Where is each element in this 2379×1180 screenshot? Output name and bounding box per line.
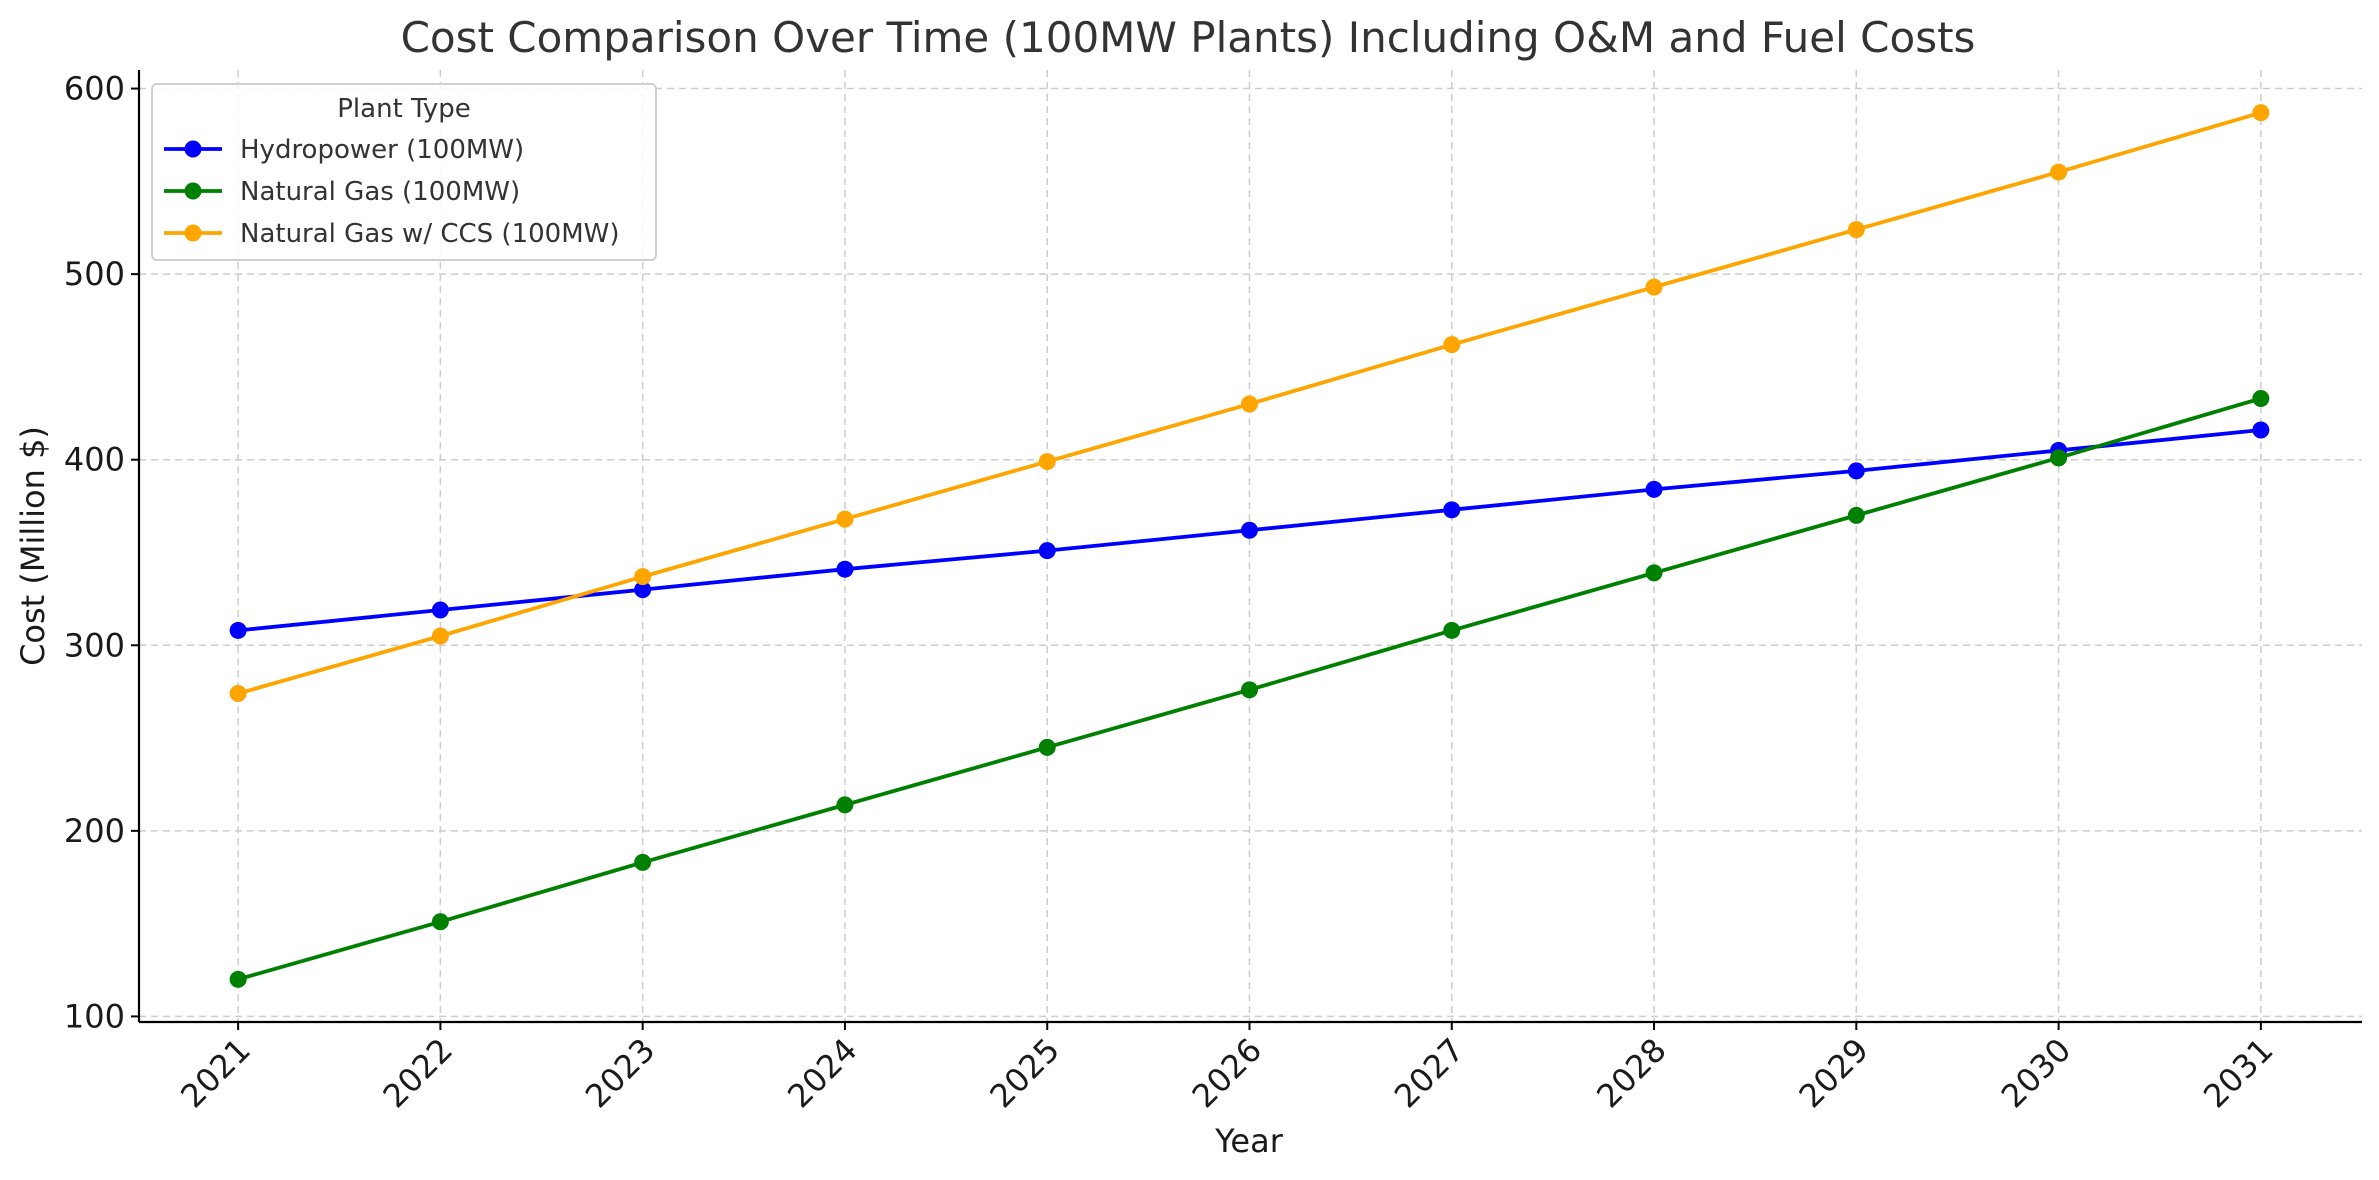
data-point bbox=[2252, 389, 2270, 407]
x-tick-label: 2031 bbox=[2196, 1031, 2280, 1115]
data-point bbox=[1240, 681, 1258, 699]
x-tick-label: 2024 bbox=[780, 1031, 864, 1115]
data-point bbox=[1645, 278, 1663, 296]
data-point bbox=[1847, 506, 1865, 524]
y-tick-label: 600 bbox=[64, 70, 125, 108]
legend-label: Hydropower (100MW) bbox=[240, 135, 524, 165]
data-point bbox=[836, 560, 854, 578]
data-point bbox=[1240, 395, 1258, 413]
legend-marker bbox=[184, 140, 202, 158]
axes bbox=[137, 70, 2362, 1024]
data-point bbox=[1645, 564, 1663, 582]
data-point bbox=[1443, 621, 1461, 639]
data-point bbox=[229, 685, 247, 703]
x-tick-label: 2027 bbox=[1387, 1031, 1471, 1115]
data-point bbox=[634, 853, 652, 871]
data-point bbox=[634, 581, 652, 599]
data-point bbox=[431, 627, 449, 645]
x-tick-label: 2021 bbox=[173, 1031, 257, 1115]
data-point bbox=[2252, 421, 2270, 439]
data-point bbox=[229, 621, 247, 639]
y-tick-label: 400 bbox=[64, 441, 125, 479]
y-axis-label: Cost (Million $) bbox=[14, 426, 52, 666]
legend-marker bbox=[184, 224, 202, 242]
data-point bbox=[1645, 480, 1663, 498]
data-point bbox=[1443, 336, 1461, 354]
chart-title: Cost Comparison Over Time (100MW Plants)… bbox=[401, 13, 1976, 62]
x-tick-label: 2030 bbox=[1994, 1031, 2078, 1115]
x-tick-label: 2026 bbox=[1185, 1031, 1269, 1115]
legend-label: Natural Gas w/ CCS (100MW) bbox=[240, 219, 619, 249]
data-point bbox=[431, 913, 449, 931]
data-point bbox=[1038, 453, 1056, 471]
y-tick-label: 200 bbox=[64, 812, 125, 850]
data-point bbox=[2050, 449, 2068, 467]
data-point bbox=[1240, 521, 1258, 539]
x-tick-label: 2022 bbox=[376, 1031, 460, 1115]
legend: Plant Type Hydropower (100MW) Natural Gas… bbox=[151, 83, 657, 261]
data-point bbox=[2050, 163, 2068, 181]
legend-box bbox=[151, 83, 657, 261]
data-point bbox=[1038, 542, 1056, 560]
x-tick-label: 2023 bbox=[578, 1031, 662, 1115]
data-point bbox=[431, 601, 449, 619]
series bbox=[229, 104, 2270, 988]
legend-title: Plant Type bbox=[337, 94, 471, 124]
data-point bbox=[1847, 221, 1865, 239]
data-point bbox=[836, 796, 854, 814]
y-tick-label: 500 bbox=[64, 255, 125, 293]
y-tick-label: 300 bbox=[64, 626, 125, 664]
y-tick-label: 100 bbox=[64, 997, 125, 1035]
data-point bbox=[2252, 104, 2270, 122]
data-point bbox=[836, 510, 854, 528]
data-point bbox=[229, 970, 247, 988]
x-tick-label: 2029 bbox=[1792, 1031, 1876, 1115]
data-point bbox=[1847, 462, 1865, 480]
data-point bbox=[1443, 501, 1461, 519]
data-point bbox=[1038, 738, 1056, 756]
legend-label: Natural Gas (100MW) bbox=[240, 177, 520, 207]
x-tick-label: 2028 bbox=[1589, 1031, 1673, 1115]
x-axis-label: Year bbox=[1214, 1122, 1284, 1160]
legend-marker bbox=[184, 182, 202, 200]
data-point bbox=[634, 568, 652, 586]
x-tick-label: 2025 bbox=[982, 1031, 1066, 1115]
